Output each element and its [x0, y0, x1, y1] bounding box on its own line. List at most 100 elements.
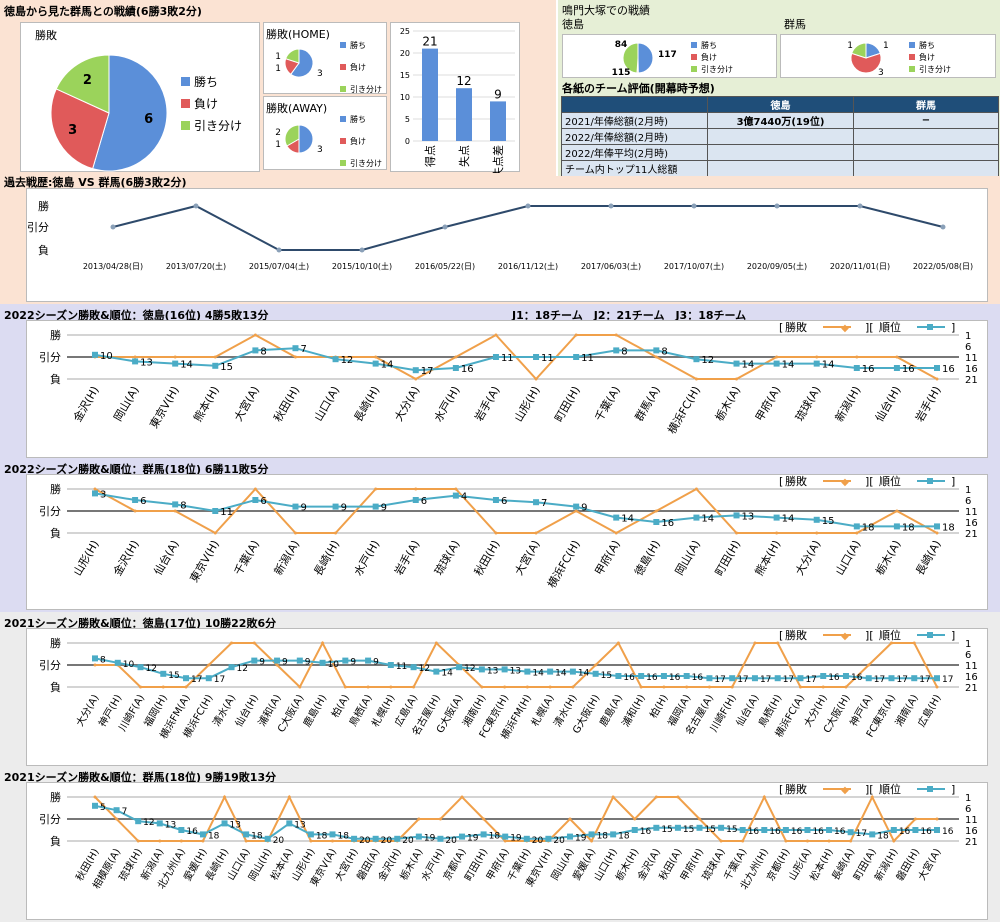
rank-line	[94, 657, 937, 680]
season-x-tick-label: 栃木(A)	[872, 538, 903, 578]
result-point	[844, 685, 848, 689]
rank-point	[934, 523, 940, 530]
legend-swatch	[691, 54, 697, 60]
result-point	[293, 355, 297, 359]
season-x-tick-label: 水戸(H)	[432, 384, 463, 424]
evaluation-row: 2022/年俸総額(2月時)	[561, 128, 999, 145]
legend-label: 負け	[350, 62, 366, 72]
legend-swatch	[340, 42, 346, 48]
season-x-tick-label: 山形(H)	[71, 538, 102, 578]
result-point	[694, 487, 698, 491]
result-point	[935, 817, 939, 821]
rank-point	[674, 824, 681, 831]
season-rank-tick: 21	[965, 375, 978, 386]
pie-slice	[850, 52, 882, 74]
result-point	[503, 685, 507, 689]
season-x-tick-label: 栃木(A)	[712, 384, 743, 424]
result-point	[662, 685, 666, 689]
evaluation-cell	[707, 160, 854, 177]
rank-data-label: 20	[553, 836, 565, 846]
result-point	[389, 685, 393, 689]
legend-rank-marker	[927, 786, 933, 792]
bar-data-label: 12	[456, 74, 471, 88]
result-point	[253, 487, 257, 491]
season-y-label: 勝	[50, 636, 61, 650]
rank-point	[934, 827, 940, 833]
legend-rank-marker	[927, 478, 933, 484]
result-point	[173, 355, 177, 359]
evaluation-cell	[853, 144, 999, 161]
rank-data-label: 12	[419, 664, 430, 674]
season-x-tick-label: 熊本(H)	[190, 384, 222, 425]
legend-label: 負け	[350, 136, 366, 146]
legend-rank-label: 順位	[879, 783, 901, 796]
history-date-label: 2017/10/07(土)	[664, 261, 724, 271]
rank-point	[653, 347, 660, 354]
season-x-tick-label: 群馬(A)	[632, 384, 663, 424]
season-x-tick-label: 甲府(A)	[592, 538, 623, 578]
rank-point	[372, 835, 379, 842]
rank-point	[433, 668, 440, 675]
rank-data-label: 18	[877, 831, 889, 841]
legend-bracket: [	[779, 629, 783, 642]
season-x-tick-label: 大分(A)	[792, 538, 823, 578]
season-x-tick-label: 千葉(A)	[231, 538, 262, 578]
pie-slice	[284, 124, 300, 147]
rank-point	[782, 827, 789, 833]
history-point	[359, 247, 365, 253]
result-point	[821, 685, 825, 689]
rank-point	[114, 659, 121, 666]
rank-data-label: 16	[920, 827, 932, 837]
rank-point	[934, 675, 940, 682]
result-point	[614, 531, 618, 535]
rank-data-label: 18	[902, 522, 915, 533]
rank-data-label: 18	[597, 831, 609, 841]
season-x-tick-label: 柏(A)	[328, 692, 352, 720]
result-point	[935, 377, 939, 381]
result-point	[534, 377, 538, 381]
legend-label: 引き分け	[350, 85, 382, 94]
rank-point	[533, 354, 540, 360]
rank-point	[592, 670, 599, 677]
rank-point	[826, 827, 833, 833]
season-y-label: 勝	[50, 482, 61, 496]
season-panel-1: 2022シーズン勝敗&順位：徳島(16位) 4勝5敗13分 J1：18チーム J…	[0, 304, 1000, 460]
rank-data-label: 7	[300, 344, 306, 355]
season-y-label: 負	[50, 835, 61, 848]
legend-label: 勝ち	[350, 114, 366, 124]
rank-point	[307, 831, 314, 838]
rank-data-label: 16	[748, 827, 760, 837]
season-x-tick-label: 仙台(H)	[872, 384, 904, 425]
season-rank-tick: 16	[965, 518, 978, 529]
legend-label: 負け	[919, 52, 935, 62]
result-point	[139, 685, 143, 689]
rank-point	[394, 835, 401, 842]
result-point	[654, 355, 658, 359]
rank-point	[733, 360, 740, 367]
legend-wl-marker: ◆	[841, 631, 849, 642]
legend-bracket: ]	[951, 321, 955, 334]
season-x-tick-label: 琉球(A)	[431, 538, 462, 578]
season-x-tick-label: 琉球(A)	[792, 384, 823, 424]
rank-data-label: 13	[487, 666, 498, 676]
rank-data-label: 12	[464, 664, 475, 674]
result-point	[753, 641, 757, 645]
rank-point	[156, 820, 163, 827]
bar	[422, 48, 438, 141]
rank-data-label: 19	[575, 834, 587, 844]
legend-swatch	[691, 66, 697, 72]
rank-data-label: 16	[769, 827, 781, 837]
rank-data-label: 16	[862, 364, 875, 375]
season-y-label: 負	[50, 373, 61, 386]
pie-slice	[851, 42, 867, 59]
season-panel-4: 2021シーズン勝敗&順位：群馬(18位) 9勝19敗13分 勝引分負 1 6 11 1…	[0, 768, 1000, 922]
season-x-tick-label: 徳島(H)	[631, 538, 663, 579]
legend-bracket: [	[779, 475, 783, 488]
rank-point	[365, 657, 372, 664]
evaluation-cell: チーム内トップ11人総額	[561, 160, 708, 177]
rank-data-label: 6	[260, 496, 266, 507]
naruto-tokushima-box: 117 84 115 勝ち 負け 引き分け	[562, 34, 777, 78]
result-point	[892, 839, 896, 843]
